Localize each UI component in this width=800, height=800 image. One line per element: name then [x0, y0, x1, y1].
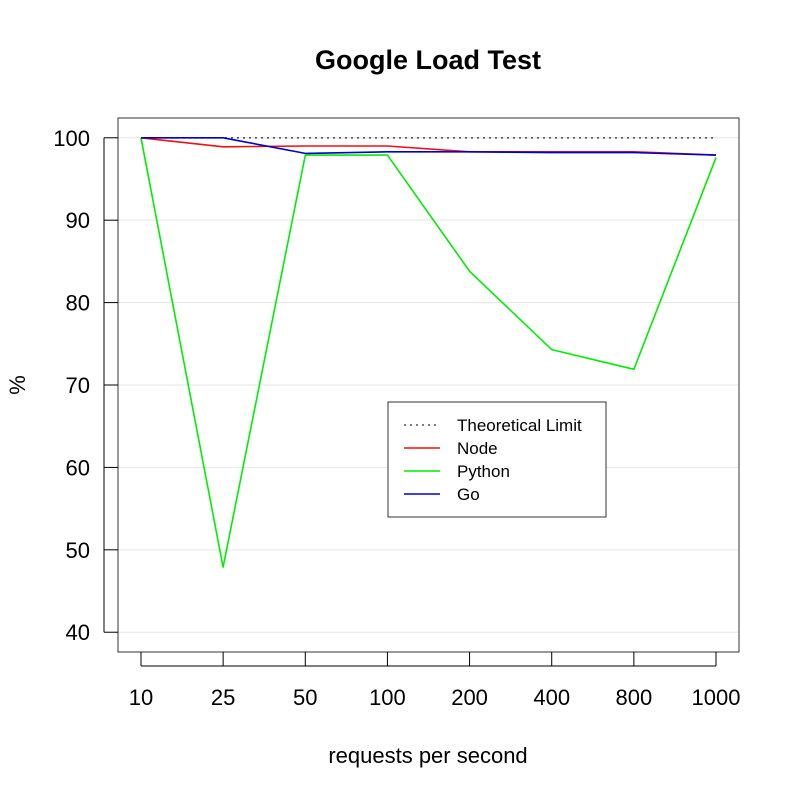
y-axis: 40 50 60 70 80 90 100 — [53, 126, 118, 645]
chart-title: Google Load Test — [315, 45, 541, 75]
legend-box — [387, 401, 607, 518]
legend-label: Go — [457, 485, 480, 504]
x-tick-label: 50 — [293, 685, 317, 710]
x-axis-label: requests per second — [328, 743, 527, 768]
y-tick-label: 70 — [66, 373, 90, 398]
legend-label: Theoretical Limit — [457, 416, 582, 435]
x-tick-label: 1000 — [692, 685, 741, 710]
series-line-1 — [140, 137, 717, 156]
legend-label: Node — [457, 439, 498, 458]
x-tick-label: 100 — [369, 685, 406, 710]
y-tick-label: 50 — [66, 538, 90, 563]
series-lines — [140, 137, 717, 568]
x-tick-label: 400 — [533, 685, 570, 710]
series-line-2 — [140, 137, 717, 568]
y-tick-label: 40 — [66, 620, 90, 645]
y-tick-label: 80 — [66, 291, 90, 316]
y-tick-label: 90 — [66, 208, 90, 233]
series-line-3 — [141, 137, 717, 156]
legend-label: Python — [457, 462, 510, 481]
y-axis-label: % — [5, 375, 30, 395]
y-tick-label: 100 — [53, 126, 90, 151]
x-tick-label: 800 — [615, 685, 652, 710]
legend: Theoretical Limit Node Python Go — [387, 401, 607, 518]
y-tick-label: 60 — [66, 455, 90, 480]
x-tick-label: 10 — [129, 685, 153, 710]
x-axis: 10 25 50 100 200 400 800 1000 — [129, 652, 741, 710]
x-tick-label: 200 — [451, 685, 488, 710]
x-tick-label: 25 — [211, 685, 235, 710]
